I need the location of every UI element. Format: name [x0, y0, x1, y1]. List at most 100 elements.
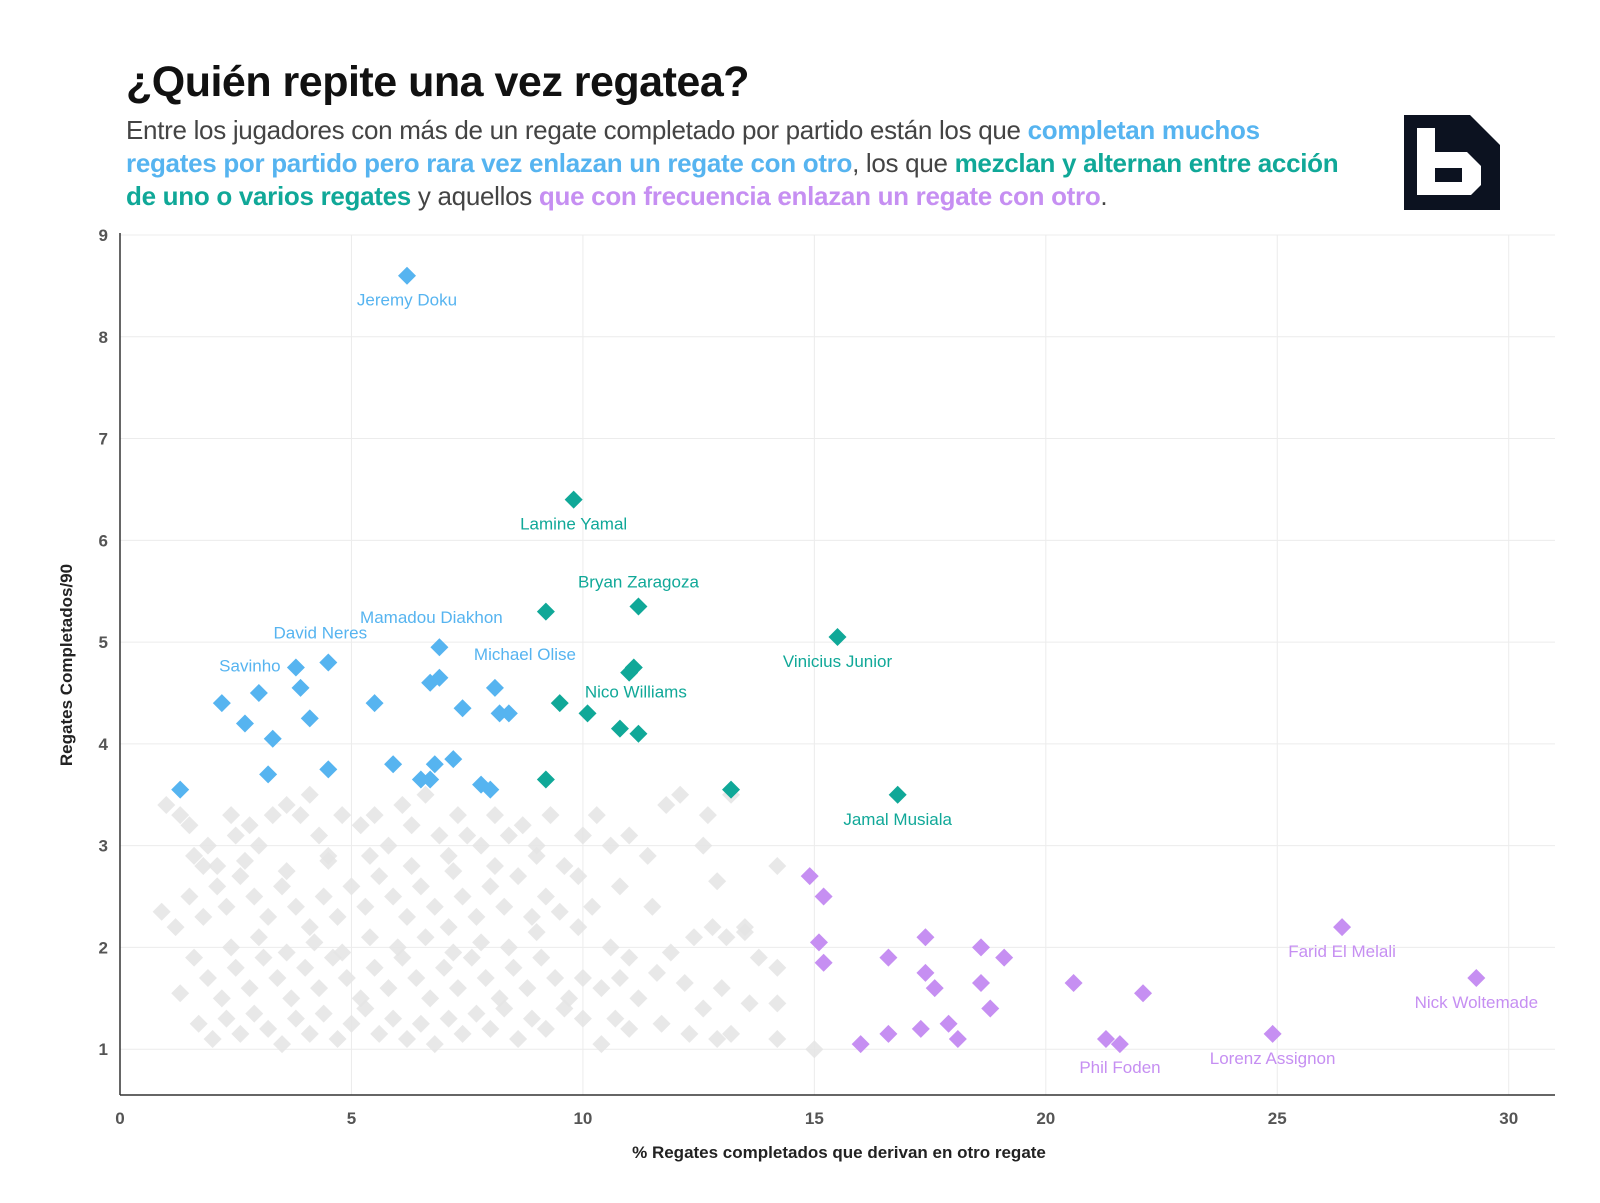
data-point-other	[717, 928, 736, 947]
data-point-other	[555, 857, 574, 876]
data-point-other	[226, 826, 245, 845]
data-point-other	[592, 1035, 611, 1054]
data-point-other	[485, 806, 504, 825]
data-point-teal	[536, 602, 555, 621]
y-tick-label: 3	[99, 837, 108, 856]
data-point-other	[402, 816, 421, 835]
data-point-blue	[430, 638, 449, 657]
data-point-teal	[828, 628, 847, 647]
data-point-other	[735, 918, 754, 937]
data-point-other	[569, 867, 588, 886]
data-point-purple	[925, 979, 944, 998]
data-point-teal	[536, 770, 555, 789]
point-label: Lorenz Assignon	[1210, 1049, 1336, 1068]
data-point-other	[685, 928, 703, 947]
data-point-teal	[629, 597, 648, 616]
data-point-other	[328, 1030, 347, 1049]
subtitle-text-1: Entre los jugadores con más de un regate…	[126, 115, 1028, 145]
data-point-blue	[235, 714, 254, 733]
data-point-other	[768, 1030, 787, 1049]
data-point-other	[407, 968, 426, 987]
data-point-purple	[1467, 968, 1486, 987]
data-point-other	[504, 958, 523, 977]
data-point-other	[333, 943, 352, 962]
data-point-other	[240, 979, 259, 998]
data-point-other	[647, 963, 666, 982]
data-point-other	[273, 1035, 292, 1054]
data-point-purple	[1110, 1035, 1129, 1054]
y-tick-label: 5	[99, 633, 108, 652]
data-point-blue	[421, 770, 440, 789]
data-point-other	[541, 806, 560, 825]
data-point-other	[495, 897, 514, 916]
data-point-other	[722, 1024, 741, 1043]
data-point-other	[601, 836, 620, 855]
data-point-other	[569, 918, 588, 937]
data-point-purple	[851, 1035, 870, 1054]
point-label: Vinicius Junior	[783, 652, 893, 671]
data-point-other	[712, 979, 731, 998]
data-point-teal	[620, 663, 639, 682]
data-point-other	[620, 826, 639, 845]
data-point-other	[370, 1024, 389, 1043]
data-point-other	[296, 958, 315, 977]
data-point-other	[536, 1019, 555, 1038]
data-point-blue	[398, 266, 416, 285]
data-point-other	[527, 923, 546, 942]
data-point-teal	[578, 704, 597, 723]
data-point-other	[245, 887, 264, 906]
data-point-other	[273, 877, 292, 896]
data-point-purple	[972, 938, 990, 957]
x-tick-label: 5	[347, 1109, 356, 1128]
data-point-other	[573, 1009, 592, 1028]
data-point-other	[356, 999, 375, 1018]
data-point-other	[388, 938, 407, 957]
data-point-other	[282, 989, 301, 1008]
data-point-other	[277, 943, 296, 962]
data-point-other	[360, 846, 379, 865]
data-point-other	[573, 968, 592, 987]
data-point-other	[485, 857, 504, 876]
data-point-other	[356, 897, 375, 916]
data-point-blue	[425, 755, 444, 774]
data-point-other	[263, 806, 282, 825]
y-tick-label: 9	[99, 226, 108, 245]
data-point-purple	[948, 1030, 967, 1049]
y-tick-label: 6	[99, 531, 108, 550]
data-point-blue	[485, 678, 504, 697]
data-point-other	[240, 816, 259, 835]
data-point-other	[337, 968, 356, 987]
data-point-other	[481, 877, 500, 896]
y-tick-label: 2	[99, 938, 108, 957]
subtitle-highlight-purple: que con frecuencia enlazan un regate con…	[538, 181, 1101, 211]
data-point-other	[476, 968, 495, 987]
subtitle-text-2: , los que	[852, 148, 955, 178]
data-point-purple	[1134, 984, 1153, 1003]
data-point-other	[708, 1030, 727, 1049]
chart-subtitle: Entre los jugadores con más de un regate…	[126, 114, 1356, 213]
point-label: Michael Olise	[474, 645, 576, 664]
data-point-other	[421, 989, 440, 1008]
data-point-other	[185, 846, 204, 865]
data-point-other	[300, 1024, 319, 1043]
data-point-teal	[564, 490, 583, 509]
axes: 0 5 10 15 20 25 30 1 2 3 4 5 6 7 8 9	[99, 226, 1555, 1128]
data-point-other	[680, 1024, 699, 1043]
data-point-other	[398, 1030, 416, 1049]
data-point-other	[458, 826, 477, 845]
x-tick-label: 10	[573, 1109, 592, 1128]
data-point-other	[217, 897, 236, 916]
data-point-other	[448, 979, 467, 998]
data-point-blue	[319, 653, 338, 672]
data-point-other	[365, 958, 384, 977]
data-point-other	[587, 806, 606, 825]
data-point-purple	[916, 928, 935, 947]
data-point-other	[249, 836, 268, 855]
data-point-purple	[916, 963, 935, 982]
data-point-other	[555, 999, 574, 1018]
data-point-other	[453, 1024, 472, 1043]
data-point-other	[499, 826, 518, 845]
data-point-blue	[444, 750, 463, 769]
data-point-teal	[550, 694, 569, 713]
